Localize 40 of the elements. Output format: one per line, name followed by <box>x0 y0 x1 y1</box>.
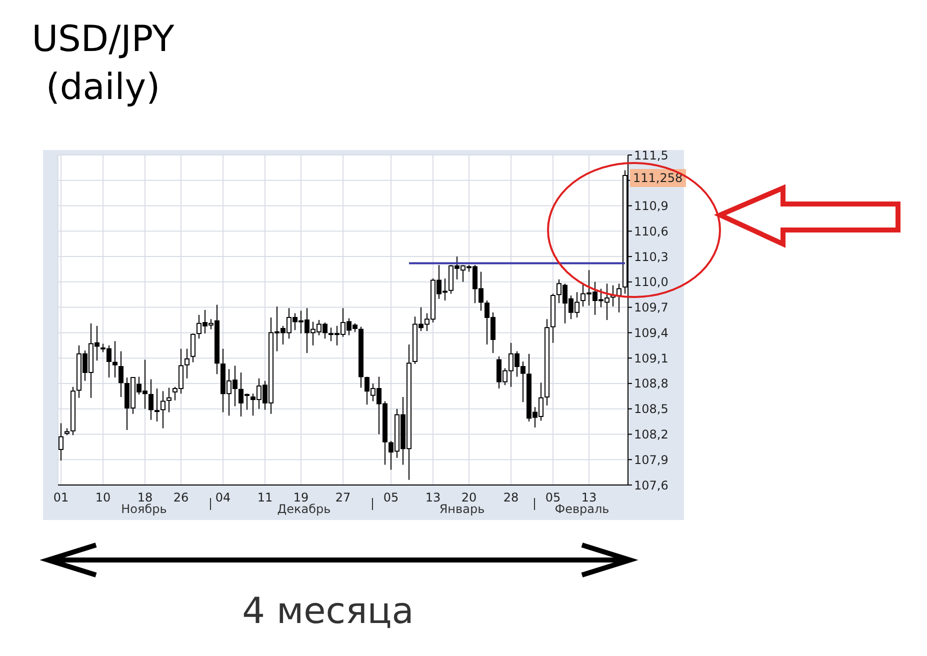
y-tick-label: 108,5 <box>634 402 668 416</box>
y-tick-label: 109,1 <box>634 351 668 366</box>
y-tick-label: 107,9 <box>634 452 668 467</box>
text: Ноябрь <box>121 502 167 516</box>
y-tick-label: 111,5 <box>634 148 668 162</box>
y-tick-label: 107,6 <box>634 478 668 492</box>
text: 111,258 <box>630 169 686 187</box>
y-tick-label: 109,4 <box>634 326 668 340</box>
x-tick-label: 28 <box>503 490 519 505</box>
candlestick <box>154 388 160 422</box>
y-tick-label: 108,2 <box>634 427 668 442</box>
x-tick-label: 13 <box>581 490 597 505</box>
x-tick-label: 20 <box>461 490 477 505</box>
y-tick-label: 110,0 <box>634 275 668 290</box>
x-tick-label: 18 <box>137 490 153 505</box>
x-tick-label: 11 <box>257 490 273 505</box>
y-tick-label: 110,6 <box>634 224 668 238</box>
x-tick-label: 19 <box>293 490 309 505</box>
x-tick-label: 04 <box>215 490 231 505</box>
candlestick <box>112 340 118 378</box>
x-tick-label: 05 <box>383 490 399 505</box>
x-tick-label: 27 <box>335 490 351 505</box>
candlestick <box>616 283 622 313</box>
x-tick-label: 10 <box>95 490 111 505</box>
text: Февраль <box>554 502 610 516</box>
x-tick-label: 05 <box>545 490 561 505</box>
candlestick <box>148 378 154 420</box>
x-tick-label: 26 <box>173 490 189 505</box>
x-tick-label: 13 <box>425 490 441 505</box>
y-tick-label: 110,3 <box>634 250 668 264</box>
chart-title: USD/JPY (daily) <box>30 18 176 110</box>
x-tick-label: 01 <box>53 490 69 505</box>
candlestick <box>118 350 124 398</box>
text: 4 месяца <box>241 591 415 632</box>
y-tick-label: 110,9 <box>634 199 668 214</box>
text: Январь <box>439 502 485 516</box>
y-tick-label: 108,8 <box>634 376 668 391</box>
candlestick <box>190 333 196 363</box>
text: Декабрь <box>277 502 331 516</box>
y-tick-label: 109,7 <box>634 300 668 315</box>
